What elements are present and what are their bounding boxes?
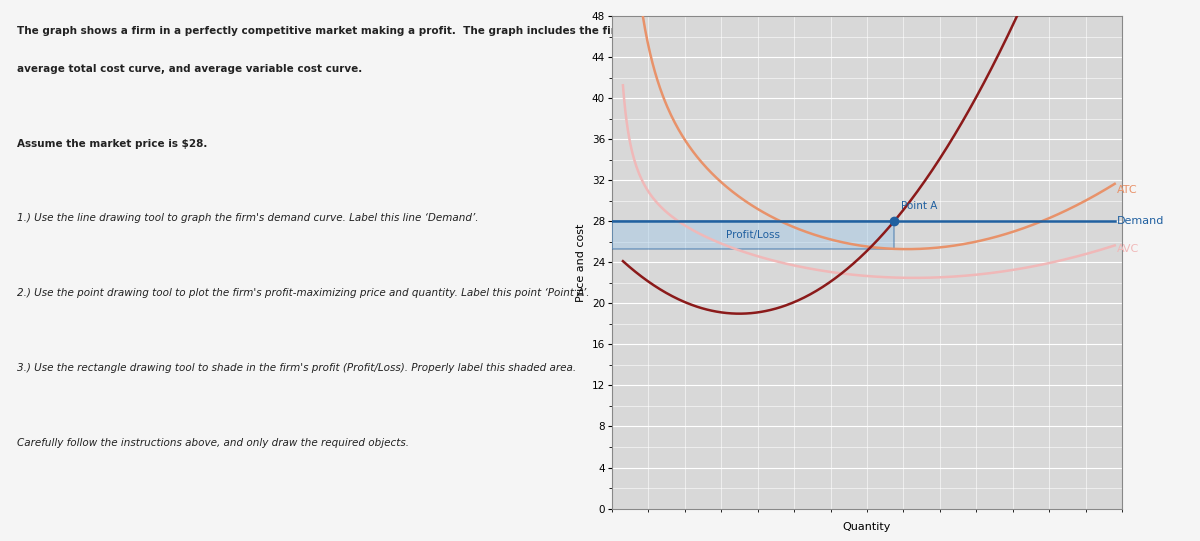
Text: Assume the market price is $28.: Assume the market price is $28.: [18, 138, 208, 149]
Text: Point A: Point A: [901, 201, 937, 211]
Text: The graph shows a firm in a perfectly competitive market making a profit.  The g: The graph shows a firm in a perfectly co…: [18, 27, 761, 36]
Text: Demand: Demand: [1116, 216, 1164, 226]
Text: 2.) Use the point drawing tool to plot the firm's profit-maximizing price and qu: 2.) Use the point drawing tool to plot t…: [18, 288, 590, 298]
Text: Profit/Loss: Profit/Loss: [726, 230, 780, 240]
Text: Carefully follow the instructions above, and only draw the required objects.: Carefully follow the instructions above,…: [18, 438, 409, 448]
Text: ATC: ATC: [1116, 186, 1138, 195]
Text: 1.) Use the line drawing tool to graph the firm's demand curve. Label this line : 1.) Use the line drawing tool to graph t…: [18, 213, 479, 223]
Bar: [612, 221, 894, 249]
Y-axis label: Price and cost: Price and cost: [576, 223, 587, 301]
Text: 3.) Use the rectangle drawing tool to shade in the firm's profit (Profit/Loss). : 3.) Use the rectangle drawing tool to sh…: [18, 363, 576, 373]
Text: average total cost curve, and average variable cost curve.: average total cost curve, and average va…: [18, 64, 362, 74]
X-axis label: Quantity: Quantity: [842, 522, 892, 532]
Text: AVC: AVC: [1116, 244, 1139, 254]
